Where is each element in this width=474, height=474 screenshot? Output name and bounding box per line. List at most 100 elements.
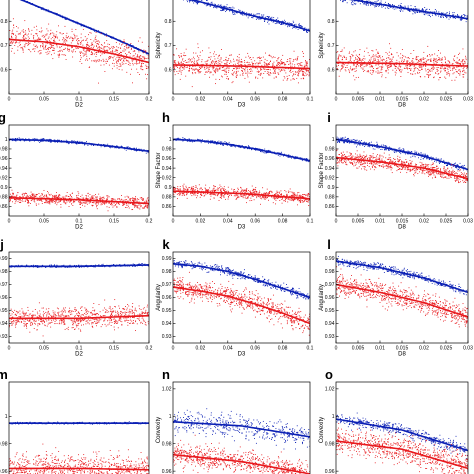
data-point (343, 64, 345, 66)
data-point (70, 47, 72, 49)
data-point (40, 52, 42, 54)
data-point (249, 68, 250, 70)
data-point (359, 3, 361, 5)
data-point (453, 72, 455, 74)
data-point (194, 63, 196, 65)
data-point (365, 4, 367, 6)
data-point (86, 44, 87, 46)
data-point (127, 60, 129, 61)
data-point (385, 1, 386, 3)
data-point (283, 62, 285, 64)
data-point (38, 37, 40, 39)
data-point (218, 55, 220, 57)
data-point (22, 49, 24, 51)
data-point (184, 65, 185, 67)
data-point (87, 195, 89, 197)
data-point (122, 202, 124, 204)
data-point (372, 66, 373, 68)
data-point (256, 68, 258, 70)
data-point (287, 25, 289, 27)
data-point (195, 52, 197, 54)
data-point (294, 71, 296, 73)
data-point (376, 68, 378, 70)
data-point (136, 61, 138, 62)
data-point (181, 66, 183, 68)
data-point (85, 53, 87, 55)
data-point (117, 50, 119, 51)
data-point (348, 69, 350, 71)
data-point (342, 66, 344, 67)
y-tick-label: 0.7 (1, 43, 8, 49)
data-point (33, 26, 35, 28)
data-point (52, 50, 54, 51)
data-point (299, 64, 301, 66)
data-point (281, 22, 283, 24)
data-point (77, 194, 79, 196)
data-point (221, 9, 223, 11)
data-point (11, 196, 13, 198)
data-point (129, 64, 131, 66)
data-point (220, 4, 222, 6)
data-point (58, 25, 59, 27)
data-point (370, 1, 371, 3)
data-point (201, 59, 203, 61)
data-point (388, 55, 390, 56)
data-point (134, 206, 136, 207)
data-point (438, 79, 440, 81)
data-point (405, 56, 406, 58)
data-point (428, 74, 430, 76)
data-point (344, 69, 346, 71)
data-point (288, 75, 290, 77)
data-point (269, 61, 271, 62)
data-point (81, 141, 83, 143)
data-point (17, 46, 19, 48)
data-point (97, 199, 98, 201)
data-point (86, 55, 88, 57)
data-point (220, 57, 222, 59)
data-point (259, 13, 261, 15)
data-point (462, 76, 464, 78)
data-point (34, 201, 36, 203)
data-point (428, 59, 430, 61)
data-point (118, 57, 120, 59)
data-point (177, 67, 178, 68)
data-point (439, 77, 440, 79)
data-point (50, 199, 52, 201)
data-point (56, 202, 58, 204)
data-point (82, 44, 84, 46)
data-point (348, 70, 350, 72)
data-point (389, 6, 391, 8)
data-point (213, 55, 215, 57)
data-point (145, 58, 147, 59)
data-point (96, 60, 98, 62)
data-point (139, 197, 141, 199)
data-point (9, 30, 11, 31)
data-point (338, 57, 339, 59)
y-tick-label: 0.88 (0, 195, 8, 201)
data-point (377, 59, 379, 61)
data-point (200, 68, 201, 69)
data-point (398, 68, 400, 70)
data-point (96, 53, 98, 55)
data-point (65, 35, 67, 37)
data-point (228, 78, 229, 80)
data-point (91, 42, 93, 44)
data-point (250, 68, 252, 70)
data-point (125, 199, 127, 201)
data-point (264, 58, 266, 60)
data-point (33, 200, 35, 202)
data-point (63, 201, 65, 203)
data-point (115, 58, 117, 60)
data-point (431, 65, 433, 67)
x-tick-label: 0.1 (76, 97, 83, 103)
data-point (138, 57, 140, 59)
data-point (220, 58, 222, 60)
data-point (369, 66, 371, 68)
data-point (115, 49, 116, 51)
x-tick-label: 0.005 (352, 97, 365, 103)
data-point (338, 54, 340, 56)
data-point (186, 61, 188, 63)
data-point (399, 71, 401, 73)
data-point (60, 200, 62, 201)
data-point (21, 193, 23, 195)
